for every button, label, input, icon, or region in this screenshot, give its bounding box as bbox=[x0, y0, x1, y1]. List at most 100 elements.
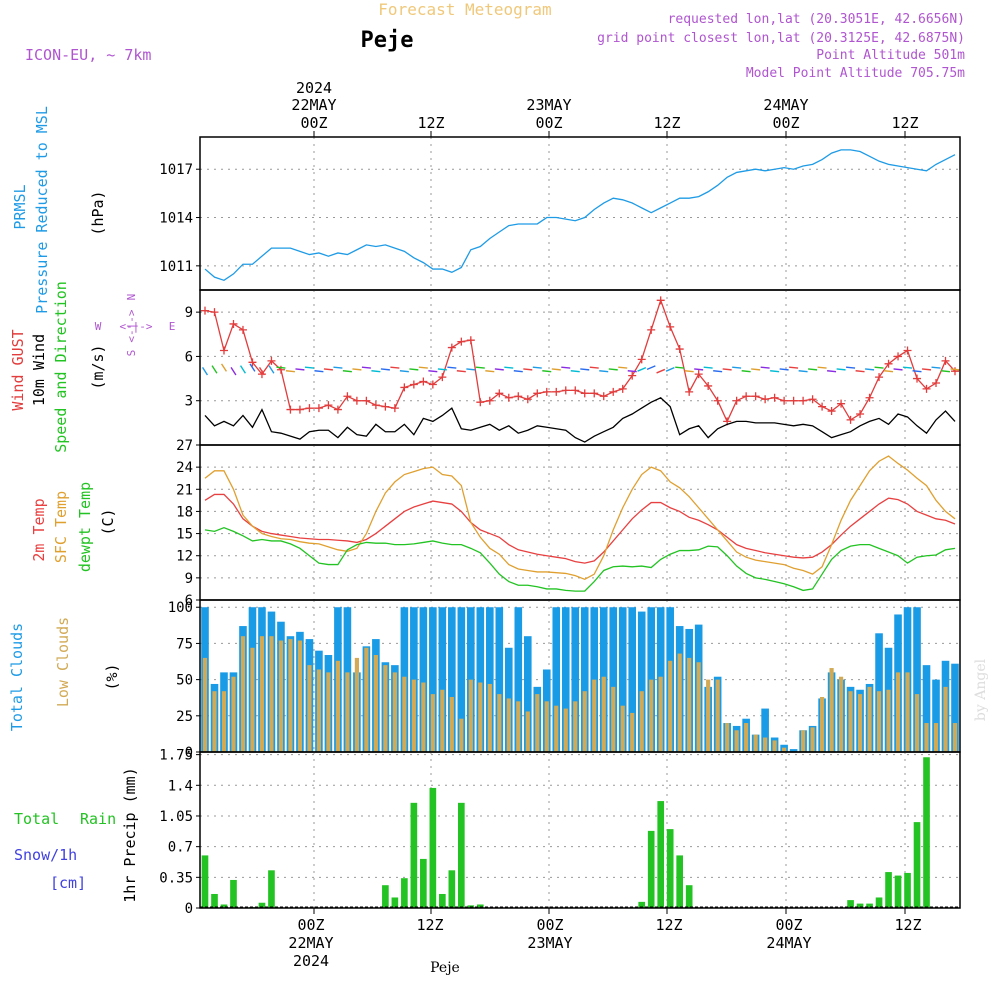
gridpoint-coords: grid point closest lon,lat (20.3125E, 42… bbox=[597, 31, 965, 46]
low-cloud-bar bbox=[240, 636, 246, 752]
low-cloud-bar bbox=[345, 672, 350, 752]
y-tick-label: 25 bbox=[176, 709, 193, 725]
y-tick-label: 15 bbox=[176, 527, 193, 543]
low-cloud-bar bbox=[430, 694, 435, 752]
y-tick-label: 1014 bbox=[159, 211, 193, 227]
series-line-wind-gust bbox=[204, 298, 956, 423]
wind-direction-arrow bbox=[447, 366, 457, 369]
low-cloud-bar bbox=[307, 665, 312, 752]
low-cloud-bar bbox=[867, 686, 872, 752]
y-tick-label: 1.05 bbox=[159, 809, 193, 825]
low-cloud-bar bbox=[383, 665, 388, 752]
gust-point bbox=[457, 337, 466, 346]
gust-point bbox=[485, 396, 494, 405]
gust-point bbox=[352, 396, 361, 405]
compass-n-label: N bbox=[125, 294, 138, 301]
model-altitude: Model Point Altitude 705.75m bbox=[746, 66, 965, 81]
low-cloud-bar bbox=[649, 679, 654, 752]
rain-bar bbox=[638, 901, 646, 908]
wind-direction-arrow bbox=[675, 366, 685, 369]
sfc-label: SFC Temp bbox=[52, 491, 70, 563]
bottom-hour-label: 00Z bbox=[297, 916, 324, 934]
bottom-hour-label: 12Z bbox=[655, 916, 682, 934]
gust-point bbox=[305, 404, 314, 413]
wind-direction-arrow bbox=[314, 370, 324, 373]
low-cloud-bar bbox=[744, 723, 749, 752]
low-cloud-bar bbox=[895, 672, 901, 752]
wind-direction-arrow bbox=[751, 368, 761, 371]
y-tick-label: 9 bbox=[185, 571, 193, 587]
top-hour-label: 12Z bbox=[891, 114, 918, 132]
gust-point bbox=[913, 374, 922, 383]
total-cloud-bar bbox=[448, 607, 456, 752]
wind-direction-arrow bbox=[409, 368, 419, 371]
gust-point bbox=[229, 319, 238, 328]
low-cloud-bar bbox=[402, 676, 407, 752]
total-cloud-bar bbox=[922, 665, 931, 752]
low-cloud-bar bbox=[782, 747, 787, 752]
wind-direction-arrow bbox=[239, 365, 246, 374]
snow-label: Snow/1h bbox=[14, 846, 77, 864]
low-cloud-bar bbox=[582, 691, 587, 752]
low-cloud-bar bbox=[459, 718, 464, 752]
temp-unit: (C) bbox=[99, 508, 117, 535]
gust-point bbox=[428, 380, 437, 389]
low-cloud-bar bbox=[801, 730, 806, 752]
panel-precipitation: 0 0.35 0.7 1.05 1.4 1.75 bbox=[159, 748, 961, 917]
gust-point bbox=[932, 379, 941, 387]
wind-compass: N <-|-> S W <-|-> E bbox=[95, 294, 176, 357]
wind-unit: (m/s) bbox=[89, 344, 107, 389]
wind-direction-arrow bbox=[846, 366, 856, 369]
pressure-label-1: PRMSL bbox=[11, 184, 29, 229]
wind-direction-arrow bbox=[713, 370, 723, 373]
gust-point bbox=[818, 402, 827, 411]
y-tick-label: 3 bbox=[185, 394, 193, 410]
model-label: ICON-EU, ~ 7km bbox=[25, 46, 151, 64]
wind-direction-arrow bbox=[542, 370, 552, 373]
wind-direction-arrow bbox=[779, 368, 789, 371]
total-cloud-bar bbox=[457, 607, 466, 752]
wind-direction-arrow bbox=[836, 368, 846, 371]
pressure-labels: PRMSL Pressure Reduced to MSL (hPa) bbox=[11, 106, 107, 314]
y-tick-label: 50 bbox=[176, 673, 193, 689]
gust-point bbox=[656, 296, 665, 305]
bottom-day-label: 22MAY bbox=[288, 934, 333, 952]
wind-direction-arrow bbox=[295, 368, 305, 371]
footer-location: Peje bbox=[430, 960, 460, 976]
low-cloud-bar bbox=[952, 723, 958, 752]
wind-direction-arrow bbox=[760, 366, 770, 369]
total-cloud-bar bbox=[637, 611, 646, 752]
wind-direction-arrow bbox=[428, 370, 438, 373]
wind-direction-arrow bbox=[380, 368, 390, 371]
y-tick-label: 12 bbox=[176, 549, 193, 565]
gust-point bbox=[666, 322, 675, 331]
wind-direction-arrow bbox=[741, 370, 751, 373]
rain-bar bbox=[913, 822, 921, 908]
low-cloud-bar bbox=[820, 696, 825, 752]
y-tick-label: 24 bbox=[176, 460, 193, 476]
panel-pressure: 1011 1014 1017 bbox=[159, 136, 961, 291]
wind-direction-arrow bbox=[371, 370, 381, 373]
wind-direction-arrow bbox=[494, 368, 504, 371]
low-cloud-bar bbox=[706, 679, 711, 752]
gust-point bbox=[903, 346, 912, 355]
wind-direction-arrow bbox=[201, 367, 209, 376]
wind-direction-arrow bbox=[230, 367, 237, 376]
low-cloud-bar bbox=[468, 679, 473, 752]
gust-point bbox=[751, 392, 760, 401]
y-tick-label: 1011 bbox=[159, 259, 193, 275]
low-cloud-bar bbox=[857, 694, 863, 752]
snow-unit-label: [cm] bbox=[50, 874, 86, 892]
low-cloud-bar bbox=[876, 691, 882, 752]
wind-direction-arrow bbox=[703, 366, 713, 369]
low-cloud-bar bbox=[335, 660, 340, 752]
y-tick-label: 6 bbox=[185, 593, 193, 609]
y-tick-label: 27 bbox=[176, 438, 193, 454]
panel-frame bbox=[199, 751, 961, 909]
top-hour-label: 00Z bbox=[772, 114, 799, 132]
y-tick-label: 0 bbox=[185, 745, 193, 761]
watermark: by Angel bbox=[973, 658, 989, 721]
gust-point bbox=[447, 343, 456, 352]
total-cloud-bar bbox=[789, 749, 798, 752]
